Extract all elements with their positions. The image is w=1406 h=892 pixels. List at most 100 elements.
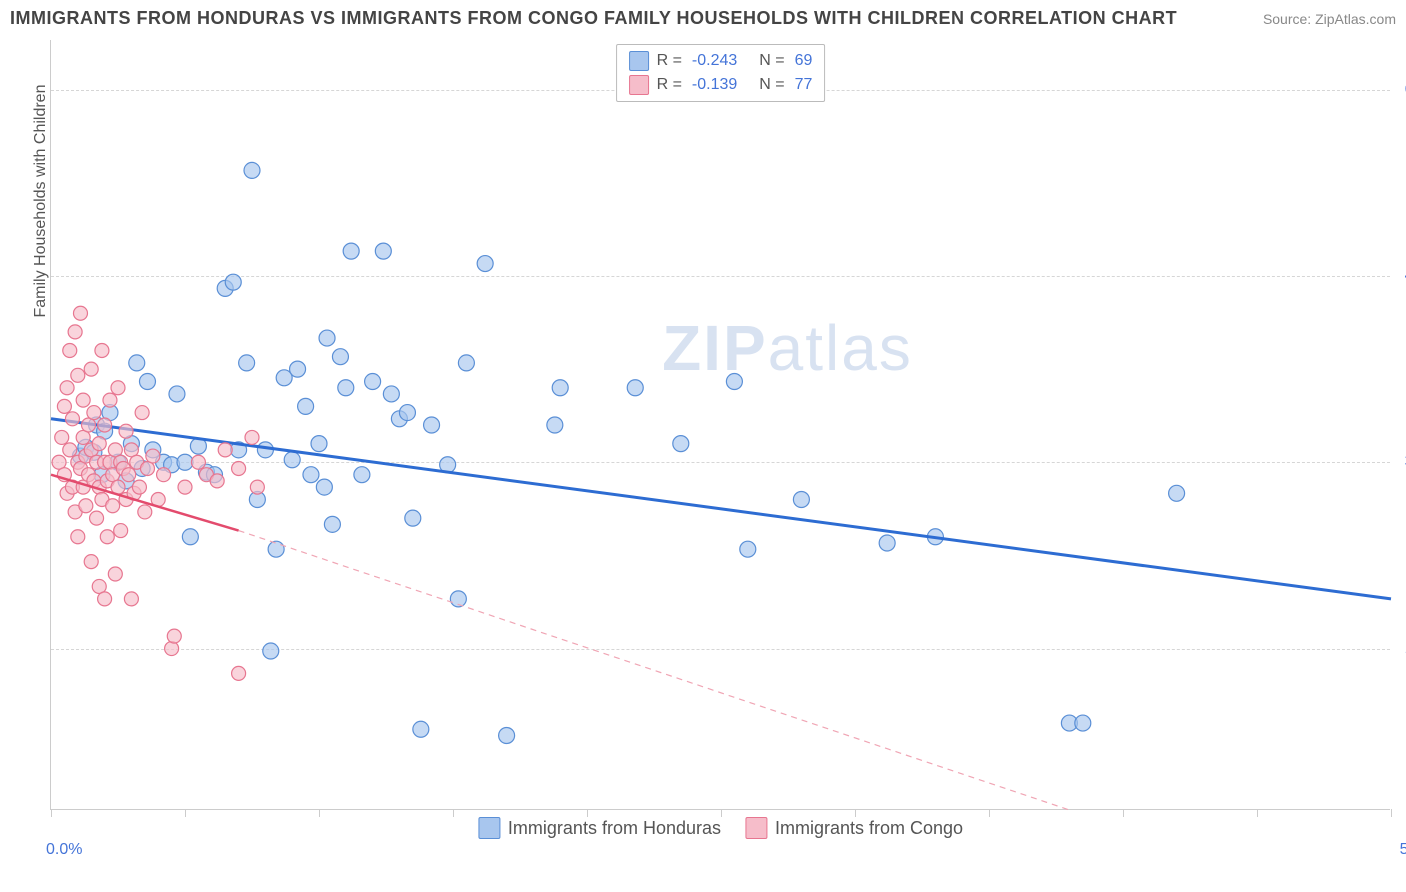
data-point [100, 530, 114, 544]
data-point [245, 430, 259, 444]
data-point [673, 436, 689, 452]
data-point [63, 343, 77, 357]
data-point [250, 480, 264, 494]
data-point [157, 468, 171, 482]
data-point [135, 406, 149, 420]
data-point [84, 555, 98, 569]
source-attribution: Source: ZipAtlas.com [1263, 11, 1396, 27]
data-point [319, 330, 335, 346]
x-tick [1123, 809, 1124, 817]
data-point [298, 398, 314, 414]
data-point [424, 417, 440, 433]
data-point [244, 162, 260, 178]
data-point [284, 452, 300, 468]
data-point [740, 541, 756, 557]
data-point [106, 499, 120, 513]
r-value: -0.139 [692, 76, 737, 94]
data-point [1169, 485, 1185, 501]
x-tick [721, 809, 722, 817]
legend-stats-row: R = -0.139 N = 77 [629, 73, 813, 97]
data-point [1075, 715, 1091, 731]
data-point [55, 430, 69, 444]
data-point [124, 592, 138, 606]
data-point [76, 393, 90, 407]
y-tick-label: 30.0% [1395, 453, 1406, 471]
data-point [87, 406, 101, 420]
data-point [239, 355, 255, 371]
data-point [210, 474, 224, 488]
data-point [178, 480, 192, 494]
data-point [405, 510, 421, 526]
r-label: R = [657, 76, 682, 94]
data-point [182, 529, 198, 545]
x-tick [1391, 809, 1392, 817]
data-point [232, 461, 246, 475]
data-point [95, 343, 109, 357]
y-tick-label: 45.0% [1395, 267, 1406, 285]
data-point [547, 417, 563, 433]
data-point [458, 355, 474, 371]
chart-title: IMMIGRANTS FROM HONDURAS VS IMMIGRANTS F… [10, 8, 1177, 29]
data-point [225, 274, 241, 290]
data-point [146, 449, 160, 463]
data-point [79, 499, 93, 513]
r-label: R = [657, 52, 682, 70]
data-point [92, 437, 106, 451]
data-point [57, 399, 71, 413]
data-point [98, 592, 112, 606]
n-label: N = [759, 76, 784, 94]
data-point [114, 524, 128, 538]
x-tick [319, 809, 320, 817]
x-axis-max-label: 50.0% [1400, 841, 1406, 859]
data-point [167, 629, 181, 643]
legend-bottom: Immigrants from HondurasImmigrants from … [478, 817, 963, 839]
y-tick-label: 15.0% [1395, 640, 1406, 658]
data-point [65, 412, 79, 426]
data-point [413, 721, 429, 737]
x-axis-min-label: 0.0% [46, 841, 82, 859]
data-point [98, 418, 112, 432]
data-point [383, 386, 399, 402]
data-point [90, 511, 104, 525]
x-tick [989, 809, 990, 817]
legend-swatch [478, 817, 500, 839]
data-point [177, 454, 193, 470]
x-tick [51, 809, 52, 817]
data-point [139, 374, 155, 390]
data-point [399, 405, 415, 421]
data-point [119, 424, 133, 438]
data-point [165, 642, 179, 656]
data-point [73, 306, 87, 320]
legend-swatch [745, 817, 767, 839]
legend-swatch [629, 51, 649, 71]
data-point [132, 480, 146, 494]
data-point [879, 535, 895, 551]
chart-plot-area: Family Households with Children 15.0%30.… [50, 40, 1390, 810]
data-point [316, 479, 332, 495]
data-point [129, 355, 145, 371]
data-point [71, 368, 85, 382]
data-point [63, 443, 77, 457]
x-tick [1257, 809, 1258, 817]
data-point [311, 436, 327, 452]
legend-label: Immigrants from Honduras [508, 818, 721, 839]
data-point [343, 243, 359, 259]
data-point [68, 325, 82, 339]
trend-line [51, 419, 1391, 599]
x-tick [587, 809, 588, 817]
data-point [108, 567, 122, 581]
n-value: 69 [795, 52, 813, 70]
data-point [365, 374, 381, 390]
data-point [268, 541, 284, 557]
data-point [375, 243, 391, 259]
data-point [354, 467, 370, 483]
n-label: N = [759, 52, 784, 70]
data-point [84, 362, 98, 376]
data-point [303, 467, 319, 483]
n-value: 77 [795, 76, 813, 94]
legend-stats-row: R =-0.243N =69 [629, 49, 813, 73]
data-point [71, 530, 85, 544]
data-point [60, 381, 74, 395]
data-point [793, 492, 809, 508]
x-tick [453, 809, 454, 817]
